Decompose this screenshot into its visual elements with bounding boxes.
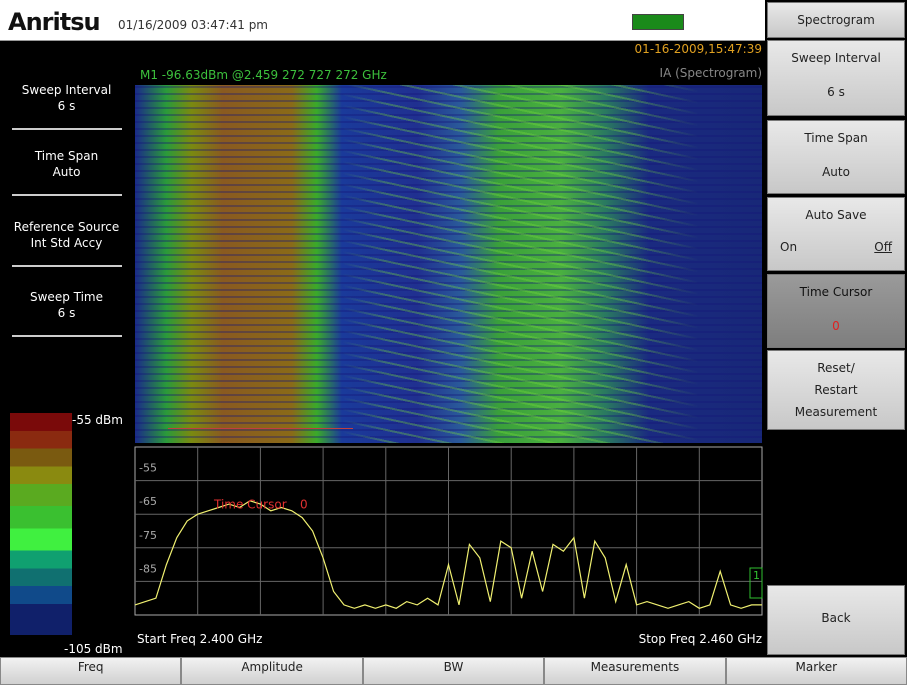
separator [12,128,122,130]
setting-label: Time Span [34,149,99,163]
spectrogram-texture [135,85,762,443]
scale-top: -55 dBm [72,413,123,427]
setting-value: 6 s [57,99,76,113]
brand: Anritsu [8,8,101,36]
softkey-label: Auto Save [805,208,867,222]
marker-flag: 1 [753,569,760,582]
softkey[interactable]: Sweep Interval 6 s [767,40,905,116]
softkey-title: Spectrogram [767,2,905,38]
softkey-option[interactable]: Off [874,240,892,254]
marker-box [749,567,763,599]
battery [632,14,684,30]
softkey-line: Reset/ [817,361,855,375]
menu-key[interactable]: Freq [0,657,182,685]
separator [12,194,122,196]
setting-value: Auto [52,165,81,179]
softkey-line: Restart [814,383,858,397]
softkey[interactable]: Auto Save On Off [767,197,905,271]
softkey[interactable]: Time Span Auto [767,120,905,194]
time-cursor-line [168,428,353,429]
spectrogram [135,85,762,443]
menu-key[interactable]: BW [362,657,545,685]
softkey-value: Auto [822,165,850,179]
softkey-value: 0 [832,319,840,333]
softkey-option[interactable]: On [780,240,798,254]
setting-value: Int Std Accy [30,236,103,250]
color-scale [10,413,72,635]
stop-freq: Stop Freq 2.460 GHz [638,632,762,646]
y-tick-label: -55 [139,462,157,475]
setting-label: Sweep Interval [21,83,112,97]
setting-value: 6 s [57,306,76,320]
time-cursor-value: 0 [300,498,308,512]
softkey-panel: Spectrogram Back Sweep Interval 6 s Time S… [765,0,907,657]
back-button[interactable]: Back [767,585,905,655]
softkey-label: Time Cursor [799,285,873,299]
datetime: 01/16/2009 03:47:41 pm [118,18,268,32]
menu-bar: Freq Amplitude BW Measurements Marker [0,657,907,685]
setting-label: Sweep Time [30,290,103,304]
separator [12,265,122,267]
timestamp: 01-16-2009,15:47:39 [634,42,762,56]
menu-key[interactable]: Measurements [544,657,726,685]
y-tick-label: -75 [139,529,157,542]
time-cursor-label: Time Cursor [213,498,287,512]
trace-line [134,500,762,609]
softkey[interactable]: Time Cursor 0 [767,274,905,348]
softkey-options: On Off [768,240,904,254]
softkey-label: Sweep Interval [791,51,881,65]
separator [12,335,122,337]
setting-label: Reference Source [13,220,120,234]
softkey-line: Measurement [794,405,878,419]
softkey-value: 6 s [827,85,845,99]
softkey-label: Time Span [804,131,868,145]
marker-readout: M1 -96.63dBm @2.459 272 727 272 GHz [140,68,387,82]
mode: IA (Spectrogram) [659,66,762,80]
status-bar: Anritsu 01/16/2009 03:47:41 pm [0,0,765,41]
menu-key[interactable]: Marker [725,657,907,685]
y-tick-label: -65 [139,495,157,508]
y-tick-label: -85 [139,562,157,575]
start-freq: Start Freq 2.400 GHz [137,632,263,646]
softkey[interactable]: Reset/Restart Measurement [767,350,905,430]
scale-bottom: -105 dBm [64,642,123,656]
menu-key[interactable]: Amplitude [181,657,363,685]
